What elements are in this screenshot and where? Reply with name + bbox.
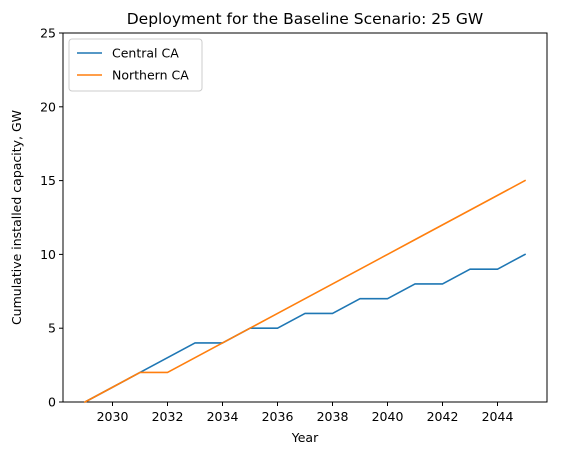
series-lines [83,179,527,404]
legend-label: Central CA [112,46,179,61]
chart-title: Deployment for the Baseline Scenario: 25… [127,10,484,28]
legend-box [68,38,203,92]
legend-label: Northern CA [112,68,189,83]
series-line-central-ca [83,253,527,404]
x-tick-label: 2030 [97,409,129,424]
y-axis-ticks: 0 5 10 15 20 25 [40,26,63,410]
x-tick-label: 2038 [317,409,349,424]
y-tick-label: 15 [40,173,56,188]
x-tick-label: 2042 [427,409,459,424]
x-axis-ticks: 2030 2032 2034 2036 2038 2040 2042 2044 [97,402,514,424]
x-tick-label: 2040 [372,409,404,424]
y-tick-label: 10 [40,247,56,262]
x-axis-label: Year [291,430,319,445]
y-tick-label: 20 [40,99,56,114]
plot-frame [62,32,548,403]
y-tick-label: 5 [48,321,56,336]
series-line-northern-ca [83,179,527,404]
y-tick-label: 0 [48,395,56,410]
y-tick-label: 25 [40,26,56,41]
x-tick-label: 2032 [152,409,184,424]
legend: Central CA Northern CA [68,38,203,92]
plot-area [62,32,548,404]
x-tick-label: 2044 [482,409,514,424]
x-tick-label: 2034 [207,409,239,424]
x-tick-label: 2036 [262,409,294,424]
y-axis-label: Cumulative installed capacity, GW [9,110,24,325]
